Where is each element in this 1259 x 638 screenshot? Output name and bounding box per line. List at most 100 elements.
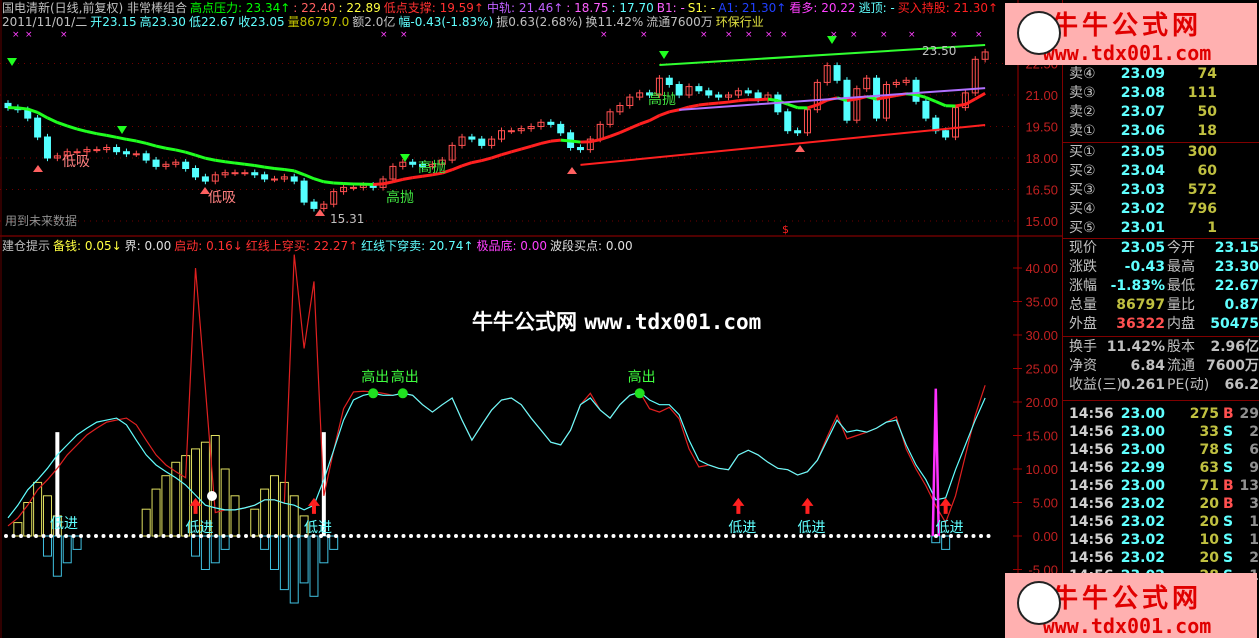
zero-dot (176, 534, 181, 538)
candle (261, 174, 269, 180)
low-buy-label: 低吸 (208, 190, 236, 206)
candle (300, 180, 308, 203)
stat-row: 净资 6.84 流通 7600万 (1067, 357, 1259, 376)
cell: 14:56 (1069, 550, 1114, 566)
zero-dot (409, 534, 413, 538)
candle (537, 121, 545, 128)
cell: 14:56 (1069, 532, 1114, 548)
cell: 6.84 (1130, 358, 1165, 374)
header-item: 启动: 0.16↓ (174, 239, 243, 253)
high-out-label: 高出 (391, 368, 419, 385)
zero-dot (619, 534, 623, 538)
zero-dot (431, 534, 436, 538)
header-item: 额2.0亿 (352, 15, 396, 29)
low-buy-label: 低吸 (62, 154, 90, 170)
magenta-spike (931, 388, 941, 537)
zero-dot (559, 534, 563, 538)
zero-dot (604, 534, 608, 538)
zero-dot (266, 534, 271, 538)
candle (63, 151, 71, 157)
moving-average-segment (36, 111, 49, 120)
cell: 2 (1249, 550, 1259, 566)
arrow-down-icon (400, 154, 410, 162)
yellow-bar (269, 475, 279, 537)
moving-average-segment (76, 127, 88, 133)
moving-average-segment (106, 133, 117, 139)
zero-dot (49, 534, 53, 538)
zero-dot (919, 534, 923, 538)
candle (448, 144, 456, 161)
header-item: B1: - (656, 1, 685, 15)
tick-row: 14:56 23.02 10 S 1 (1067, 531, 1259, 550)
zero-dot (11, 534, 16, 538)
header-item: : 22.40 (293, 1, 336, 15)
cell: 14:56 (1069, 442, 1114, 458)
zero-dot (859, 534, 863, 538)
header-item: 开23.15 (90, 15, 137, 29)
candle (409, 161, 417, 165)
moving-average-segment (668, 108, 680, 114)
logo-name: 牛牛公式网 (1051, 584, 1202, 614)
moving-average-segment (619, 126, 631, 134)
candle (192, 168, 200, 178)
zero-dot (221, 534, 226, 538)
zero-dot (874, 534, 878, 538)
cell: S (1223, 514, 1234, 530)
candle (438, 159, 446, 165)
cell: 74 (1197, 66, 1217, 82)
zero-dot (761, 534, 766, 538)
cyan-bar (72, 535, 82, 550)
candle (320, 203, 328, 209)
moving-average-segment (412, 174, 423, 180)
zero-dot (739, 534, 743, 538)
zero-dot (671, 534, 676, 538)
cell: B (1223, 478, 1234, 494)
kline-chart[interactable]: 22.5021.0019.5018.0016.5015.0040.0035.00… (0, 0, 1062, 638)
panel-divider (1063, 400, 1259, 401)
price-axis-label: 19.50 (1025, 120, 1058, 135)
candle (201, 176, 209, 182)
cell: 买① (1069, 144, 1096, 160)
zero-dot (56, 534, 61, 538)
header-item: 极品底: 0.00 (476, 239, 548, 253)
cell: 71 (1199, 478, 1219, 494)
cell: S (1223, 532, 1234, 548)
indicator-axis-label: 25.00 (1025, 362, 1058, 377)
zero-dot (664, 534, 668, 538)
zero-dot (296, 534, 301, 538)
chart-header-line1: 国电清新(日线,前复权) 非常棒组合 高点压力: 23.34↑: 22.40: 2… (2, 1, 1001, 15)
zero-dot (439, 534, 443, 538)
low-in-label: 低进 (304, 520, 332, 536)
magenta-marker-icon: × (25, 30, 33, 40)
zero-dot (364, 534, 368, 538)
sell-level: 卖② 23.07 50 (1067, 103, 1257, 122)
indicator-axis-label: 40.00 (1025, 261, 1058, 276)
moving-average-segment (422, 173, 433, 178)
candle (646, 92, 654, 96)
candle (488, 138, 496, 146)
cell: 50 (1197, 104, 1217, 120)
moving-average-segment (698, 102, 709, 107)
candle (981, 51, 989, 60)
zero-dot (371, 534, 376, 538)
cell: 1 (1207, 220, 1217, 236)
cell: PE(动) (1167, 377, 1210, 393)
zero-dot (41, 534, 46, 538)
magenta-marker-icon: × (850, 30, 858, 40)
watermark: 牛牛公式网 www.tdx001.com (472, 306, 761, 336)
zero-dot (79, 534, 83, 538)
candle (389, 165, 397, 180)
indicator-axis-label: 30.00 (1025, 328, 1058, 343)
cell: 10 (1199, 532, 1219, 548)
zero-dot (379, 534, 383, 538)
zero-dot (649, 534, 653, 538)
zero-dot (926, 534, 931, 538)
candle (685, 86, 693, 96)
cyan-bar (42, 535, 52, 557)
zero-dot (341, 534, 346, 538)
zero-dot (701, 534, 706, 538)
cell: B (1223, 496, 1234, 512)
top-price-label: 23.50 (922, 44, 956, 58)
zero-dot (394, 534, 398, 538)
zero-dot (424, 534, 428, 538)
